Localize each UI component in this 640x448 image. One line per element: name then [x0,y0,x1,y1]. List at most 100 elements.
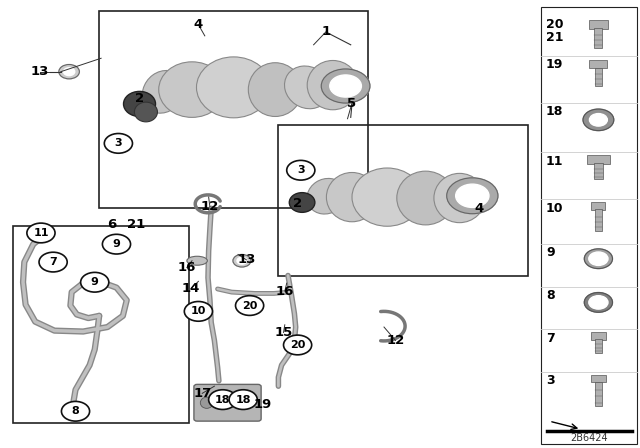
Text: 2: 2 [135,92,144,105]
FancyBboxPatch shape [589,20,608,29]
Bar [595,382,602,406]
Ellipse shape [196,57,271,118]
Bar [99,11,368,208]
Circle shape [27,223,55,243]
Text: 4: 4 [474,202,483,215]
Text: 16: 16 [178,261,196,274]
Ellipse shape [218,397,231,409]
Text: 7: 7 [49,257,57,267]
Ellipse shape [187,256,207,265]
Ellipse shape [352,168,422,226]
Circle shape [81,272,109,292]
Circle shape [233,254,251,267]
Ellipse shape [159,62,225,117]
Text: 18: 18 [546,105,563,118]
Text: 10: 10 [546,202,563,215]
Text: 3: 3 [297,165,305,175]
Bar [595,28,602,48]
Text: 20: 20 [242,301,257,310]
Text: 9: 9 [546,246,554,259]
Text: 3: 3 [115,138,122,148]
Ellipse shape [134,102,157,122]
Text: 14: 14 [182,282,200,296]
Bar [595,68,602,86]
Circle shape [63,68,75,76]
Text: 16: 16 [276,284,294,298]
Ellipse shape [307,60,358,110]
Circle shape [237,257,247,264]
Circle shape [321,69,370,103]
Circle shape [102,234,131,254]
Circle shape [447,178,498,214]
Circle shape [584,293,612,312]
Text: 9: 9 [91,277,99,287]
Circle shape [584,249,612,269]
Bar [278,125,528,276]
FancyBboxPatch shape [194,384,261,421]
Text: 6: 6 [108,217,116,231]
Bar [595,339,602,353]
Text: 13: 13 [237,253,255,267]
Text: 21: 21 [127,217,145,231]
Text: 2: 2 [293,197,302,211]
Circle shape [59,65,79,79]
Text: 21: 21 [546,31,563,44]
Text: 12: 12 [387,334,404,347]
Text: 15: 15 [275,326,292,339]
FancyBboxPatch shape [587,155,610,164]
Text: 10: 10 [191,306,206,316]
Ellipse shape [142,70,184,113]
Circle shape [61,401,90,421]
Text: 18: 18 [215,395,230,405]
Ellipse shape [200,397,213,409]
Text: 8: 8 [546,289,554,302]
Ellipse shape [124,91,156,116]
Text: 3: 3 [546,374,554,387]
Text: 7: 7 [546,332,555,345]
FancyBboxPatch shape [591,202,605,210]
Circle shape [209,390,237,409]
Ellipse shape [285,66,330,109]
FancyBboxPatch shape [591,332,606,340]
Ellipse shape [248,63,302,116]
Text: 2B6424: 2B6424 [570,433,607,443]
Text: 11: 11 [33,228,49,238]
Bar [595,209,602,231]
Text: 19: 19 [546,58,563,71]
Ellipse shape [326,172,378,222]
Text: 12: 12 [201,200,219,214]
Circle shape [236,296,264,315]
Text: 18: 18 [236,395,251,405]
Circle shape [589,114,607,126]
Bar [541,7,637,444]
Text: 19: 19 [253,397,271,411]
Text: 20: 20 [290,340,305,350]
FancyBboxPatch shape [591,375,606,382]
Circle shape [583,109,614,131]
Text: 11: 11 [546,155,563,168]
Text: 8: 8 [72,406,79,416]
Circle shape [39,252,67,272]
Text: 13: 13 [31,65,49,78]
Circle shape [589,296,608,309]
Circle shape [589,252,608,265]
Circle shape [456,184,489,207]
Bar [593,163,604,179]
Text: 4: 4 [194,18,203,31]
Text: 20: 20 [546,18,563,31]
Circle shape [184,302,212,321]
Circle shape [229,390,257,409]
Text: 17: 17 [193,387,211,400]
Text: 5: 5 [348,96,356,110]
Ellipse shape [289,193,315,212]
FancyBboxPatch shape [589,60,607,68]
Ellipse shape [397,171,454,225]
Ellipse shape [434,173,485,223]
Text: 9: 9 [113,239,120,249]
Circle shape [284,335,312,355]
Ellipse shape [307,178,346,214]
Circle shape [287,160,315,180]
Bar [13,226,189,423]
Text: 1: 1 [322,25,331,38]
Circle shape [104,134,132,153]
